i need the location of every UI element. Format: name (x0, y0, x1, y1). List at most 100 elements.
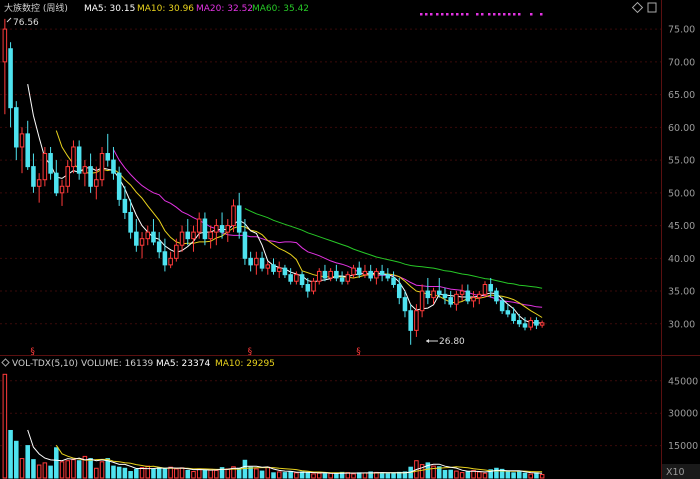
candle-body (356, 267, 362, 276)
candle (99, 146, 105, 187)
candle-body (196, 218, 202, 233)
volume-bar (488, 469, 493, 479)
candle (316, 268, 322, 285)
volume-bar (356, 472, 362, 479)
candle-body (294, 274, 299, 282)
volume-bar (311, 473, 316, 479)
volume-bar (402, 471, 408, 479)
candle (356, 261, 362, 278)
candle-body (162, 251, 168, 266)
volume-bar (36, 464, 42, 479)
candle (214, 219, 219, 246)
volume-bar (156, 467, 162, 479)
candle (528, 317, 533, 331)
candle-body (42, 153, 48, 181)
purple-dot (503, 13, 506, 16)
volume-ma5-line (27, 429, 543, 474)
volume-bar (391, 472, 396, 479)
candle (242, 219, 248, 265)
volume-bar (471, 469, 476, 479)
candle (374, 268, 379, 285)
volume-bar (94, 467, 99, 479)
purple-dot (456, 13, 459, 16)
purple-dot (420, 13, 423, 16)
volume-bar (208, 468, 213, 479)
candle-body (71, 146, 76, 168)
volume-bar (42, 462, 48, 479)
candle (499, 297, 505, 314)
candle-body (379, 270, 385, 276)
candle (225, 219, 231, 242)
volume-bar (231, 466, 236, 479)
candle-body (288, 274, 293, 282)
price-tick-label: 75.00 (668, 25, 695, 36)
purple-dot (530, 13, 533, 16)
volume-value: VOLUME: 16139 (81, 359, 153, 369)
candle (59, 179, 65, 206)
candle (505, 304, 511, 318)
candle (254, 251, 259, 275)
volume-bar (425, 462, 431, 479)
candle (191, 225, 196, 252)
candle-body (88, 166, 93, 187)
volume-title: VOL-TDX(5,10) (12, 359, 78, 369)
volume-bar (534, 472, 539, 479)
price-tick-label: 50.00 (668, 188, 695, 199)
volume-bar (522, 472, 528, 479)
candle (379, 264, 385, 282)
candle (94, 166, 99, 200)
candle (414, 304, 419, 337)
candle (116, 166, 122, 206)
candle-body (128, 211, 133, 233)
candle-body (534, 320, 539, 326)
candle (391, 271, 396, 288)
candle (179, 225, 185, 252)
candle (231, 199, 236, 233)
candle (311, 277, 316, 295)
candle-body (511, 313, 516, 322)
purple-dot (430, 13, 433, 16)
candle (345, 271, 351, 285)
candle-body (242, 231, 248, 259)
candle (494, 287, 499, 305)
volume-bar (517, 471, 522, 479)
volume-bars (2, 373, 545, 479)
candle (299, 271, 305, 288)
price-tick-label: 35.00 (668, 287, 695, 298)
candle-body (442, 293, 448, 299)
price-tick-label: 65.00 (668, 90, 695, 101)
candle-body (179, 231, 185, 246)
candle (48, 146, 53, 180)
candle-body (436, 290, 442, 295)
candle (465, 284, 471, 305)
price-tick-label: 30.00 (668, 319, 695, 330)
volume-header: VOL-TDX(5,10) VOLUME: 16139 MA5: 23374 M… (1, 358, 275, 369)
candle (454, 291, 459, 311)
volume-bar (282, 472, 288, 479)
candle (271, 258, 276, 275)
diamond-icon[interactable] (631, 1, 644, 14)
candle (185, 219, 191, 246)
candle (82, 160, 88, 187)
purple-dot (446, 13, 449, 16)
candle (522, 317, 528, 331)
volume-bar (151, 468, 156, 479)
candle (431, 287, 436, 305)
diamond-icon[interactable] (1, 358, 10, 367)
square-icon[interactable] (647, 2, 657, 13)
volume-bar (242, 459, 248, 479)
volume-bar (419, 464, 425, 479)
candle-body (311, 280, 316, 292)
candle-body (271, 264, 276, 272)
ma20-line (113, 149, 543, 308)
candle-body (494, 290, 499, 302)
candle (328, 268, 333, 282)
price-tick-label: 45.00 (668, 221, 695, 232)
candle (248, 251, 253, 272)
purple-dot (513, 13, 516, 16)
candle (36, 173, 42, 203)
event-mark: § (248, 347, 253, 357)
candle-body (236, 205, 242, 233)
candle-body (14, 107, 19, 148)
